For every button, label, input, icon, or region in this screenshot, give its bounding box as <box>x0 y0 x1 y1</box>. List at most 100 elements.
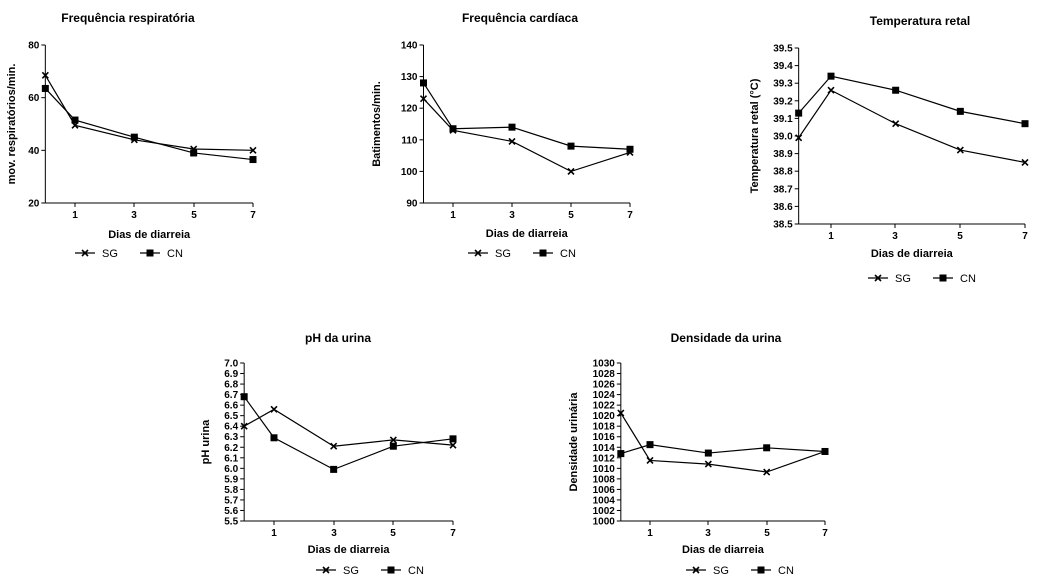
chart-title: Densidade da urina <box>671 331 782 345</box>
data-point-sg <box>508 137 516 145</box>
series-line-sg <box>44 74 254 151</box>
legend-marker <box>81 249 89 257</box>
legend-marker <box>539 249 547 257</box>
data-point-cn <box>821 447 829 455</box>
data-point-cn <box>449 435 457 443</box>
x-tick-label: 3 <box>131 210 137 221</box>
data-point-sg <box>763 468 771 476</box>
y-tick-label: 7.0 <box>224 359 238 370</box>
x-tick-label: 5 <box>390 528 396 539</box>
data-point-cn <box>646 441 654 449</box>
series-line-cn <box>798 75 1026 125</box>
data-point-sg <box>617 409 625 417</box>
y-tick-label: 1026 <box>593 380 616 391</box>
data-point-cn <box>508 123 516 131</box>
y-tick-label: 6.3 <box>224 432 238 443</box>
data-point-cn <box>704 449 712 457</box>
data-point-cn <box>617 450 625 458</box>
chart-panel: pH da urina5.55.65.75.85.96.06.16.26.36.… <box>200 331 457 577</box>
y-tick-label: 1028 <box>593 369 616 380</box>
y-tick-label: 5.7 <box>224 495 238 506</box>
data-point-sg <box>41 71 49 79</box>
y-tick-label: 100 <box>401 167 418 178</box>
data-point-sg <box>419 95 428 103</box>
series-line-cn <box>422 82 631 150</box>
x-tick-label: 5 <box>191 210 197 221</box>
data-point-sg <box>827 86 835 94</box>
data-point-cn <box>763 444 771 452</box>
x-tick-label: 1 <box>271 528 277 539</box>
legend: SG CN <box>316 565 424 577</box>
y-tick-label: 39.2 <box>773 96 793 107</box>
legend-marker <box>692 566 700 574</box>
y-tick-label: 39.3 <box>773 79 793 90</box>
legend-label: CN <box>560 248 576 260</box>
y-tick-label: 1014 <box>593 443 616 454</box>
y-tick-label: 5.8 <box>224 485 238 496</box>
data-point-cn <box>827 72 835 80</box>
x-tick-label: 7 <box>822 528 828 539</box>
y-axis-label: Temperatura retal (°C) <box>749 78 761 193</box>
chart-title: Temperatura retal <box>870 14 970 28</box>
y-tick-label: 6.1 <box>224 453 238 464</box>
y-tick-label: 140 <box>401 41 418 52</box>
y-tick-label: 130 <box>401 72 418 83</box>
data-point-cn <box>41 84 49 92</box>
legend: SG CN <box>686 565 794 577</box>
legend-label: CN <box>167 248 183 260</box>
x-tick-label: 7 <box>1022 231 1028 242</box>
y-axis-label: Densidade urinária <box>568 392 580 492</box>
y-tick-label: 39.4 <box>773 61 793 72</box>
y-tick-label: 38.9 <box>773 149 793 160</box>
y-tick-label: 6.7 <box>224 390 238 401</box>
y-axis-label: mov. respiratórios/min. <box>6 64 18 185</box>
data-point-cn <box>892 86 900 94</box>
legend-label: CN <box>778 565 794 577</box>
y-tick-label: 1018 <box>593 422 616 433</box>
legend-marker <box>474 249 482 257</box>
legend-label: CN <box>408 565 424 577</box>
data-point-sg <box>646 456 654 464</box>
x-tick-label: 5 <box>764 528 770 539</box>
y-tick-label: 110 <box>401 135 418 146</box>
data-point-cn <box>330 465 338 473</box>
y-tick-label: 1002 <box>593 506 616 517</box>
chart-title: Frequência cardíaca <box>462 11 578 25</box>
y-tick-label: 40 <box>28 146 40 157</box>
legend-marker <box>939 274 947 282</box>
x-tick-label: 1 <box>647 528 653 539</box>
y-tick-label: 5.6 <box>224 506 238 517</box>
y-tick-label: 1008 <box>593 474 616 485</box>
legend-label: SG <box>343 565 359 577</box>
y-tick-label: 5.5 <box>224 517 238 528</box>
data-point-cn <box>420 79 427 87</box>
series-line-sg <box>423 98 631 173</box>
y-tick-label: 38.8 <box>773 167 793 178</box>
x-tick-label: 1 <box>828 231 834 242</box>
data-point-sg <box>704 460 712 468</box>
legend-marker <box>146 249 154 257</box>
legend-label: SG <box>895 273 911 285</box>
y-tick-label: 1030 <box>593 359 616 370</box>
data-point-sg <box>892 120 900 128</box>
y-tick-label: 5.9 <box>224 474 238 485</box>
legend-label: SG <box>102 248 118 260</box>
x-tick-label: 1 <box>450 210 456 221</box>
data-point-sg <box>567 167 575 175</box>
legend: SG CN <box>75 248 183 260</box>
y-tick-label: 6.9 <box>224 369 238 380</box>
legend: SG CN <box>868 273 976 285</box>
y-tick-label: 6.5 <box>224 411 238 422</box>
y-tick-label: 1006 <box>593 485 616 496</box>
data-point-cn <box>626 145 634 153</box>
data-point-cn <box>130 133 138 141</box>
y-tick-label: 39.5 <box>773 44 793 55</box>
y-tick-label: 1022 <box>593 401 616 412</box>
y-tick-label: 20 <box>28 199 40 210</box>
data-point-cn <box>1021 120 1029 128</box>
y-tick-label: 1020 <box>593 411 616 422</box>
y-tick-label: 6.8 <box>224 380 238 391</box>
legend-label: SG <box>713 565 729 577</box>
x-tick-label: 3 <box>509 210 515 221</box>
y-tick-label: 6.2 <box>224 443 238 454</box>
